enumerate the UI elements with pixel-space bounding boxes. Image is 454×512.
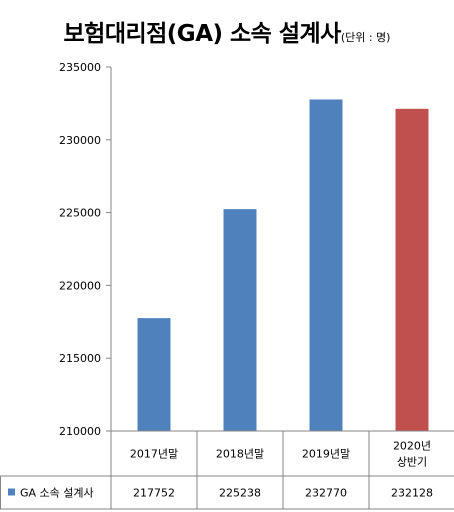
x-category-label: 상반기 xyxy=(397,456,427,469)
x-category-label: 2018년말 xyxy=(216,448,264,461)
x-category-label: 2017년말 xyxy=(130,448,178,461)
y-tick-label: 225000 xyxy=(59,207,101,220)
legend-swatch xyxy=(8,488,15,496)
y-tick-label: 215000 xyxy=(59,352,101,365)
table-data-value: 232770 xyxy=(305,487,347,500)
bar xyxy=(309,99,343,431)
y-tick-label: 230000 xyxy=(59,134,101,147)
table-data-value: 225238 xyxy=(219,487,261,500)
bar xyxy=(223,209,257,431)
chart-unit-label: (단위 : 명) xyxy=(340,31,391,44)
bar xyxy=(395,108,429,432)
y-tick-label: 210000 xyxy=(59,425,101,438)
table-data-value: 232128 xyxy=(391,487,433,500)
x-category-label: 2020년 xyxy=(393,440,431,453)
y-tick-label: 220000 xyxy=(59,279,101,292)
chart-title: 보험대리점(GA) 소속 설계사(단위 : 명) xyxy=(0,14,454,48)
table-data-value: 217752 xyxy=(133,487,175,500)
chart-title-main: 보험대리점(GA) 소속 설계사 xyxy=(63,21,342,47)
bar xyxy=(137,318,171,431)
legend-series-label: GA 소속 설계사 xyxy=(20,487,94,500)
y-tick-label: 235000 xyxy=(59,61,101,74)
x-category-label: 2019년말 xyxy=(302,448,350,461)
